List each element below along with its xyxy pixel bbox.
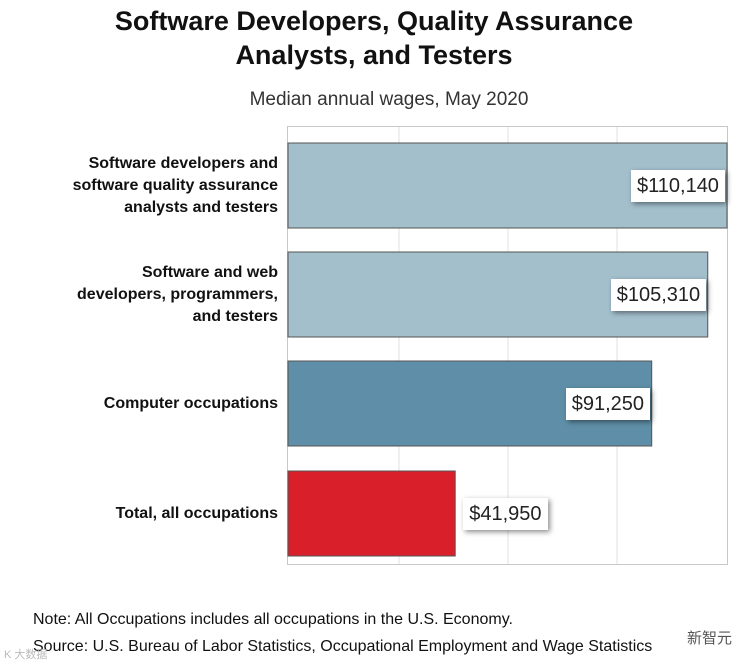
value-label: $105,310: [610, 278, 707, 311]
chart-title-line: Software Developers, Quality Assurance: [114, 6, 634, 36]
chart-note: Note: All Occupations includes all occup…: [33, 611, 513, 628]
category-label-line: and testers: [192, 307, 278, 325]
value-label: $91,250: [565, 387, 650, 420]
category-label-line: analysts and testers: [124, 198, 278, 216]
watermark-logo: 新智元: [682, 626, 736, 649]
category-label: Computer occupations: [20, 393, 278, 415]
value-label: $41,950: [463, 497, 548, 530]
category-label-line: Software developers and: [88, 154, 278, 172]
watermark-corner: K 大数据: [4, 649, 48, 661]
category-label: Software and web developers, programmers,…: [20, 262, 278, 328]
category-label-line: Computer occupations: [103, 394, 278, 412]
category-label-line: Software and web: [141, 263, 278, 281]
chart-title: Software Developers, Quality Assurance An…: [0, 4, 748, 72]
chart-subtitle: Median annual wages, May 2020: [249, 89, 529, 110]
category-label: Software developers and software quality …: [20, 153, 278, 219]
category-label-line: developers, programmers,: [77, 285, 278, 303]
category-label-line: software quality assurance: [72, 176, 278, 194]
category-label-line: Total, all occupations: [115, 504, 278, 522]
value-label: $110,140: [631, 169, 725, 202]
bar: [287, 470, 456, 557]
category-label: Total, all occupations: [20, 503, 278, 525]
chart-source: Source: U.S. Bureau of Labor Statistics,…: [33, 638, 653, 655]
chart-title-line: Analysts, and Testers: [235, 40, 513, 70]
